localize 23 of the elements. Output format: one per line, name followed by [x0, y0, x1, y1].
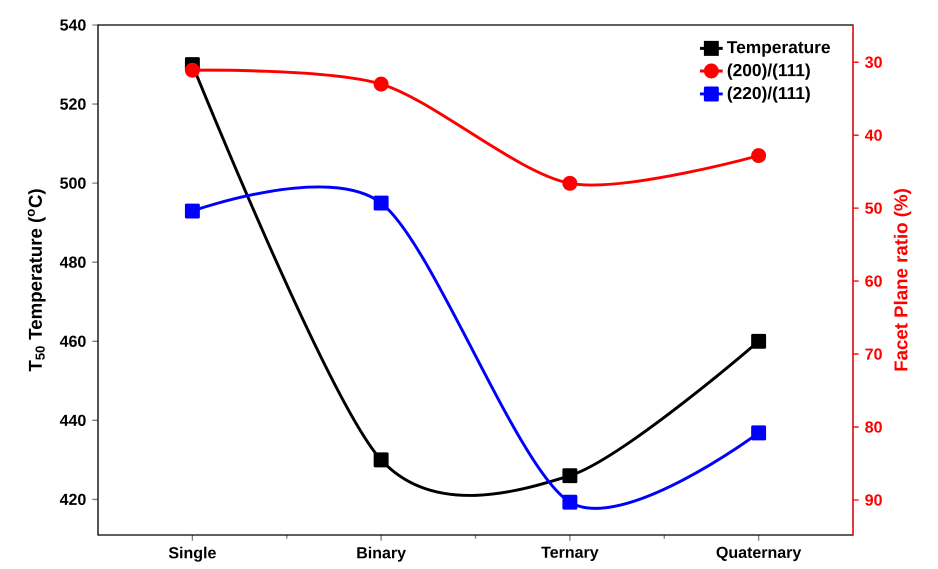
y2-tick-label: 80: [865, 421, 882, 433]
y2-tick-label: 40: [864, 130, 882, 141]
y-tick-label: 520: [60, 98, 86, 110]
legend-label: (220)/(111): [728, 86, 810, 103]
y-tick-label: 460: [60, 336, 86, 347]
legend-label: (200)/(111): [728, 64, 810, 80]
x-tick-label: Ternary: [541, 546, 599, 562]
y-tick-label: 420: [60, 494, 86, 506]
y-tick-label: 540: [60, 19, 86, 31]
y2-axis-title: Facet Plane ratio (%): [894, 189, 912, 371]
y2-tick-label: 60: [865, 275, 882, 287]
y2-tick-label: 90: [865, 494, 882, 506]
x-tick-label: Quaternary: [716, 546, 802, 562]
y2-tick-label: 30: [865, 56, 882, 68]
y-tick-label: 500: [60, 177, 86, 189]
x-tick-label: Binary: [357, 546, 406, 562]
y2-tick-label: 70: [865, 348, 882, 360]
y-tick-label: 480: [60, 256, 86, 268]
y-tick-label: 440: [60, 414, 86, 426]
y-axis-title: T$_{50}$ Temperature ($^{o}$C): [28, 189, 46, 372]
legend-label: Temperature: [727, 41, 830, 57]
x-tick-label: Single: [168, 546, 216, 562]
y2-tick-label: 50: [865, 202, 882, 214]
